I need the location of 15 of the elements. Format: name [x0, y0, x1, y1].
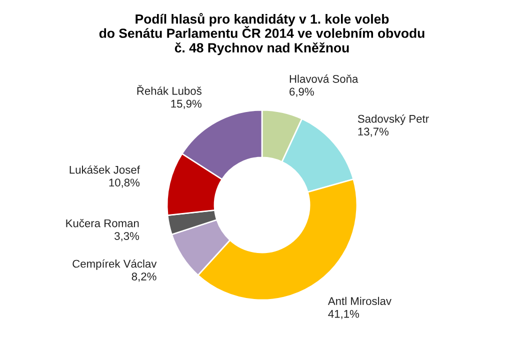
slice-label: Kučera Roman: [66, 219, 139, 228]
chart-title: Podíl hlasů pro kandidáty v 1. kole voleb do Senátu Parlamentu ČR 2014 ve volebním obvodu č. 48 Rychnov nad Kněžnou: [99, 13, 424, 56]
slice-label: Cempírek Václav: [72, 259, 157, 270]
slice-label: Řehák Luboš: [137, 85, 202, 95]
slice-label: Lukášek Josef: [70, 165, 140, 174]
slice-label: Hlavová Soňa: [290, 74, 358, 83]
slice-label: Sadovský Petr: [358, 114, 429, 125]
data-label: 13,7%: [358, 128, 389, 137]
data-label: 15,9%: [171, 100, 202, 109]
slice-label: Antl Miroslav: [328, 296, 392, 306]
data-label: 8,2%: [132, 272, 156, 282]
data-label: 6,9%: [290, 88, 314, 97]
data-label: 10,8%: [109, 178, 140, 188]
data-label: 41,1%: [328, 310, 360, 320]
data-label: 3,3%: [114, 232, 140, 242]
